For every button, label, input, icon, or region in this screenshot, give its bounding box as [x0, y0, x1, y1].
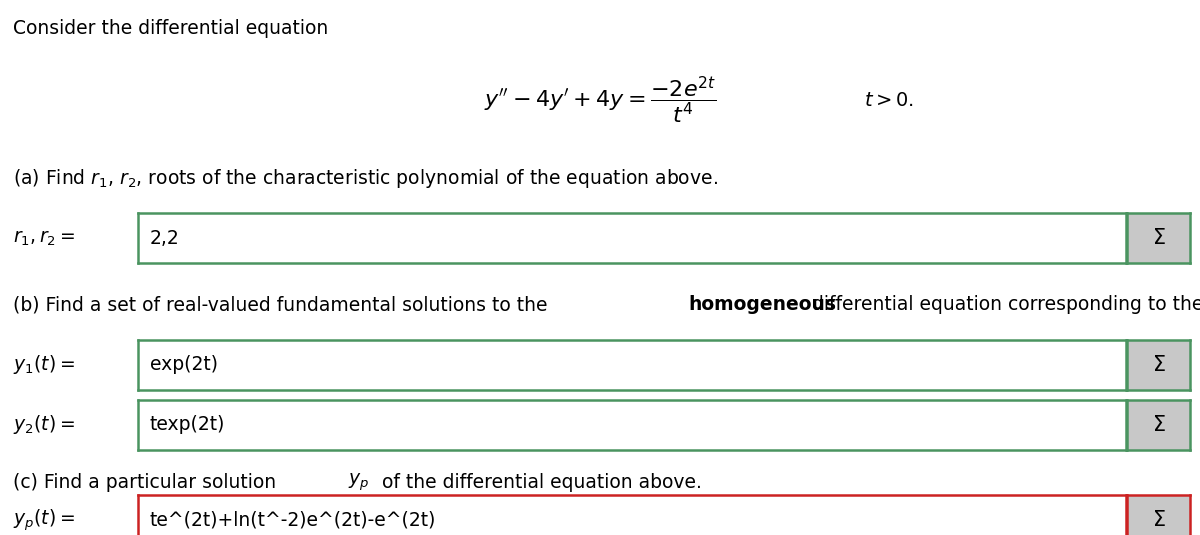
- Text: $y_1(t) =$: $y_1(t) =$: [13, 354, 74, 377]
- Text: te^(2t)+ln(t^-2)e^(2t)-e^(2t): te^(2t)+ln(t^-2)e^(2t)-e^(2t): [150, 510, 437, 530]
- Text: $y_2(t) =$: $y_2(t) =$: [13, 414, 74, 437]
- Text: $\Sigma$: $\Sigma$: [1152, 415, 1165, 435]
- Text: $y'' - 4y' + 4y = \dfrac{-2e^{2t}}{t^{4}}$: $y'' - 4y' + 4y = \dfrac{-2e^{2t}}{t^{4}…: [484, 74, 716, 126]
- Text: of the differential equation above.: of the differential equation above.: [376, 472, 702, 492]
- Text: $\Sigma$: $\Sigma$: [1152, 355, 1165, 375]
- Text: (a) Find $r_1$, $r_2$, roots of the characteristic polynomial of the equation ab: (a) Find $r_1$, $r_2$, roots of the char…: [13, 166, 718, 189]
- Text: (c) Find a particular solution: (c) Find a particular solution: [13, 472, 282, 492]
- Text: homogeneous: homogeneous: [688, 295, 836, 315]
- Text: $\Sigma$: $\Sigma$: [1152, 228, 1165, 248]
- Text: $\Sigma$: $\Sigma$: [1152, 510, 1165, 530]
- Text: $t > 0.$: $t > 0.$: [864, 90, 914, 110]
- Text: texp(2t): texp(2t): [150, 416, 226, 434]
- Text: Consider the differential equation: Consider the differential equation: [13, 19, 329, 37]
- Text: $r_1, r_2 =$: $r_1, r_2 =$: [13, 228, 76, 248]
- Text: (b) Find a set of real-valued fundamental solutions to the: (b) Find a set of real-valued fundamenta…: [13, 295, 553, 315]
- Text: $y_p$: $y_p$: [348, 471, 370, 493]
- Text: $y_p(t) =$: $y_p(t) =$: [13, 507, 74, 533]
- Text: differential equation corresponding to the one above.: differential equation corresponding to t…: [806, 295, 1200, 315]
- Text: 2,2: 2,2: [150, 228, 180, 248]
- Text: exp(2t): exp(2t): [150, 355, 218, 374]
